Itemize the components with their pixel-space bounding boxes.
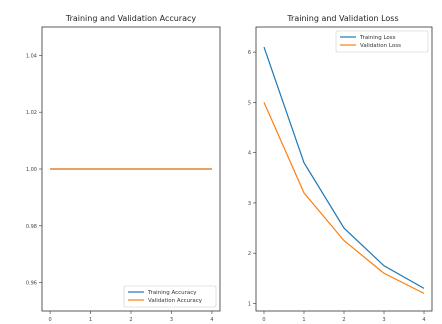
- y-tick-label: 1: [248, 301, 251, 307]
- x-tick-label: 3: [170, 317, 173, 323]
- series-line: [263, 102, 425, 294]
- y-tick-label: 0.98: [26, 224, 37, 230]
- x-tick-label: 4: [422, 317, 425, 323]
- y-tick-label: 6: [248, 50, 251, 56]
- chart-title: Training and Validation Loss: [286, 14, 398, 23]
- x-tick-label: 1: [89, 317, 92, 323]
- y-tick-label: 3: [248, 201, 251, 207]
- y-tick-label: 5: [248, 100, 251, 106]
- y-tick-label: 1.00: [26, 167, 37, 173]
- x-tick-label: 4: [210, 317, 213, 323]
- x-tick-label: 0: [48, 317, 51, 323]
- plot-area: [255, 26, 433, 312]
- legend: Training Loss Validation Loss: [335, 30, 429, 53]
- x-tick-label: 1: [302, 317, 305, 323]
- chart-title: Training and Validation Accuracy: [65, 14, 197, 23]
- y-tick-label: 0.96: [26, 281, 37, 287]
- legend: Training Accuracy Validation Accuracy: [123, 285, 217, 308]
- y-tick-label: 1.02: [26, 110, 37, 116]
- legend-box: [335, 30, 429, 53]
- legend-label: Validation Loss: [360, 43, 401, 49]
- legend-label: Validation Accuracy: [148, 298, 203, 304]
- legend-label: Training Accuracy: [147, 290, 197, 296]
- x-tick-label: 2: [342, 317, 345, 323]
- y-tick-label: 4: [248, 151, 251, 157]
- x-tick-label: 2: [129, 317, 132, 323]
- y-tick-label: 2: [248, 251, 251, 257]
- legend-box: [123, 285, 217, 308]
- y-tick-label: 1.04: [26, 53, 37, 59]
- x-tick-label: 0: [262, 317, 265, 323]
- series-line: [263, 46, 425, 289]
- x-tick-label: 3: [382, 317, 385, 323]
- loss-subplot: Training and Validation Loss 0 1 2 3 4 1 2 3 4 5 6…: [248, 14, 433, 323]
- legend-label: Training Loss: [359, 35, 396, 41]
- accuracy-subplot: Training and Validation Accuracy 0 1 2 3 4 0.…: [26, 14, 221, 323]
